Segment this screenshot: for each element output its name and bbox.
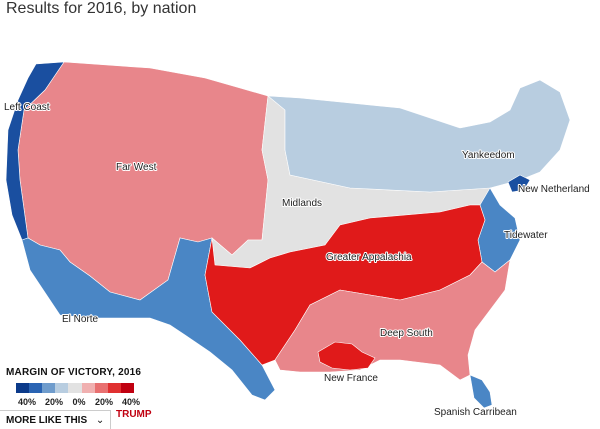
legend-tick: 20% bbox=[94, 397, 114, 407]
label-deep-south: Deep South bbox=[380, 328, 433, 339]
label-yankeedom: Yankeedom bbox=[462, 150, 515, 161]
legend-swatch bbox=[16, 383, 30, 393]
legend-swatch bbox=[81, 383, 95, 393]
region-spanish-caribbean[interactable] bbox=[469, 374, 493, 409]
region-yankeedom[interactable] bbox=[267, 79, 571, 193]
more-like-this-label: MORE LIKE THIS bbox=[6, 415, 88, 426]
legend-color-bar bbox=[16, 383, 134, 393]
more-like-this-button[interactable]: MORE LIKE THIS ⌄ bbox=[0, 410, 112, 429]
legend-swatch bbox=[55, 383, 69, 393]
region-new-netherland[interactable] bbox=[507, 174, 531, 193]
label-midlands: Midlands bbox=[282, 198, 322, 209]
legend-title: MARGIN OF VICTORY, 2016 bbox=[6, 367, 142, 378]
label-far-west: Far West bbox=[116, 162, 157, 173]
label-greater-appalachia: Greater Appalachia bbox=[326, 252, 412, 263]
legend-swatch bbox=[120, 383, 134, 393]
legend-swatch bbox=[29, 383, 43, 393]
legend-ticks: 40% 20% 0% 20% 40% bbox=[0, 397, 160, 409]
label-tidewater: Tidewater bbox=[504, 230, 548, 241]
label-el-norte: El Norte bbox=[62, 314, 99, 325]
region-new-france[interactable] bbox=[317, 341, 376, 371]
page-title: Results for 2016, by nation bbox=[6, 0, 197, 17]
legend-swatch bbox=[42, 383, 56, 393]
legend-swatch bbox=[94, 383, 108, 393]
legend-tick: 20% bbox=[44, 397, 64, 407]
legend-swatch bbox=[68, 383, 82, 393]
legend-rep-label: TRUMP bbox=[116, 409, 152, 420]
label-new-netherland: New Netherland bbox=[518, 184, 590, 195]
legend-tick: 40% bbox=[121, 397, 141, 407]
chevron-down-icon: ⌄ bbox=[95, 415, 105, 426]
label-left-coast: Left Coast bbox=[4, 102, 50, 113]
label-spanish-caribbean: Spanish Carribean bbox=[434, 407, 517, 418]
label-new-france: New France bbox=[324, 373, 378, 384]
legend-tick: 40% bbox=[17, 397, 37, 407]
legend-tick: 0% bbox=[72, 397, 86, 407]
legend-swatch bbox=[107, 383, 121, 393]
